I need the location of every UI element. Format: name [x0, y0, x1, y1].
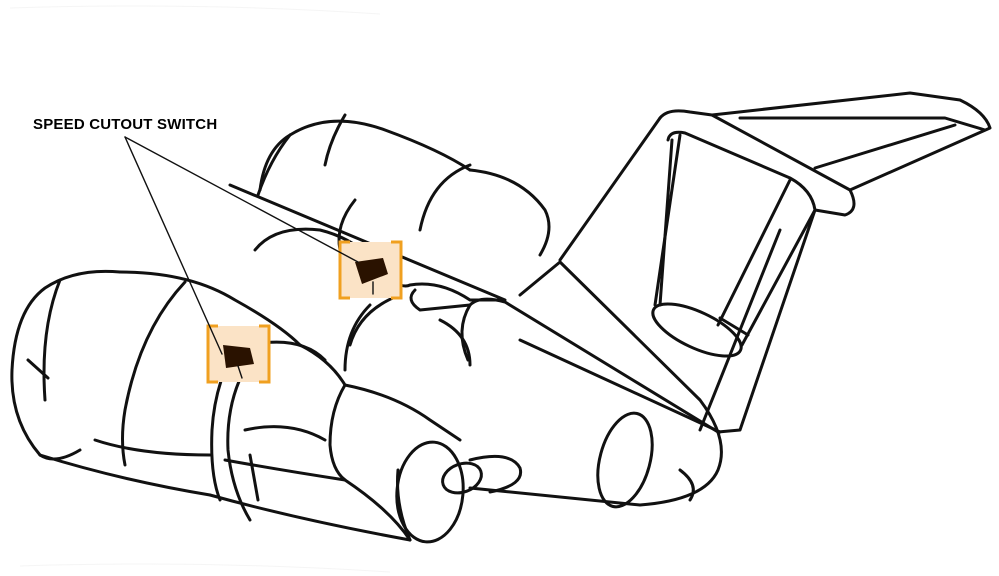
switch-highlight-rear — [338, 240, 403, 300]
tail-stabilizer — [558, 91, 992, 262]
callout-leaders — [124, 136, 359, 355]
tail-pylon — [651, 130, 817, 434]
speed-cutout-switch-label: SPEED CUTOUT SWITCH — [33, 116, 218, 133]
fuselage-body — [460, 260, 723, 509]
front-engine — [10, 269, 523, 544]
background-texture — [9, 5, 391, 573]
speed-cutout-switch-rear — [355, 258, 388, 284]
switch-highlight-front — [206, 324, 271, 384]
speed-cutout-switch-front — [223, 345, 254, 368]
